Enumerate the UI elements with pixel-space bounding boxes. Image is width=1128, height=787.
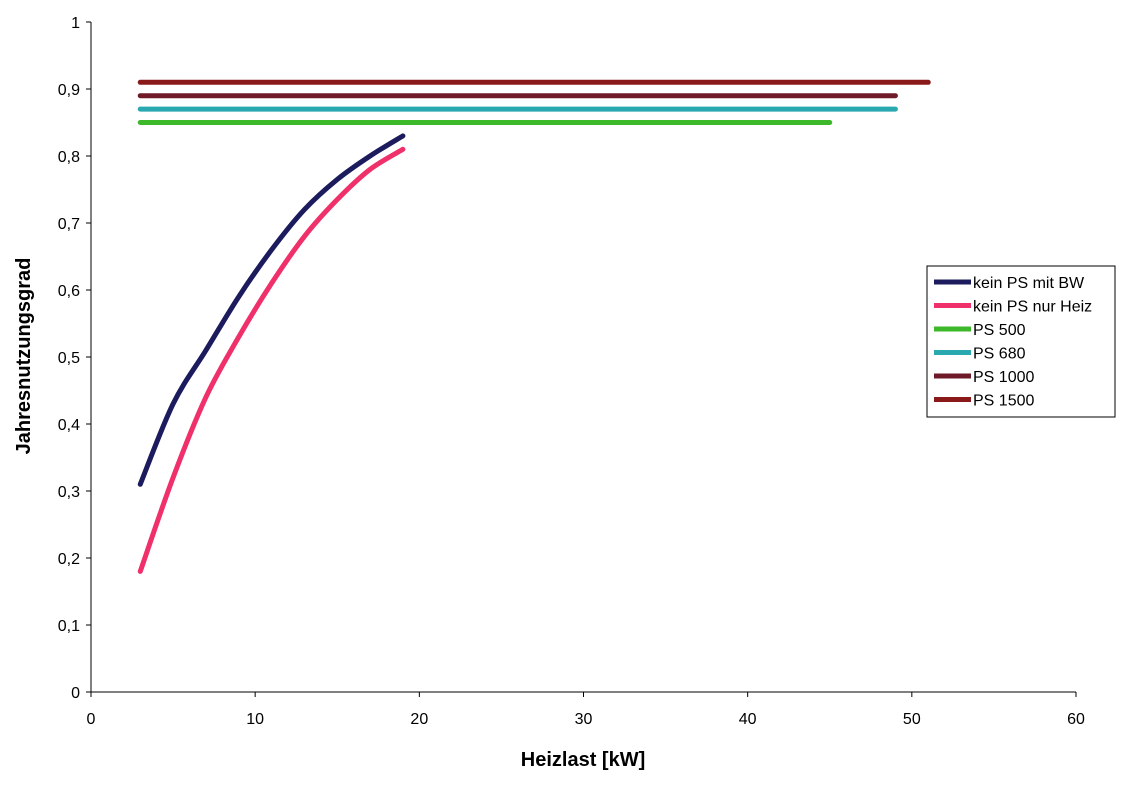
x-tick-label: 30 <box>575 711 593 728</box>
x-tick-label: 20 <box>410 711 428 728</box>
x-axis-title: Heizlast [kW] <box>521 749 645 771</box>
series-line-kein-ps-nur-heiz <box>137 146 406 574</box>
y-tick-label: 1 <box>71 15 80 32</box>
legend: kein PS mit BW kein PS nur Heiz PS 500 PS 6… <box>926 265 1116 418</box>
series-lines <box>137 79 931 574</box>
y-tick-label: 0,4 <box>58 417 80 434</box>
legend-label-kein-ps-mit-bw: kein PS mit BW <box>973 275 1085 292</box>
legend-box <box>926 265 1116 418</box>
y-tick-label: 0,7 <box>58 216 80 233</box>
x-tick-label: 50 <box>903 711 921 728</box>
legend-label-kein-ps-nur-heiz: kein PS nur Heiz <box>973 299 1092 316</box>
y-tick-label: 0,3 <box>58 484 80 501</box>
x-tick-label: 60 <box>1067 711 1085 728</box>
axes <box>86 21 1077 697</box>
y-tick-label: 0,2 <box>58 551 80 568</box>
x-tick-label: 0 <box>87 711 96 728</box>
y-axis-title: Jahresnutzungsgrad <box>13 258 35 455</box>
tick-labels: 00,10,20,30,40,50,60,70,80,910 10 20 30 40 50… <box>58 15 1085 728</box>
legend-label-ps-500: PS 500 <box>973 322 1026 339</box>
y-tick-label: 0,5 <box>58 350 80 367</box>
x-tick-label: 10 <box>246 711 264 728</box>
y-tick-label: 0,1 <box>58 618 80 635</box>
series-line-kein-ps-mit-bw <box>137 133 406 487</box>
legend-label-ps-680: PS 680 <box>973 346 1026 363</box>
y-tick-label: 0,8 <box>58 149 80 166</box>
y-tick-label: 0,9 <box>58 82 80 99</box>
x-tick-label: 40 <box>739 711 757 728</box>
legend-label-ps-1500: PS 1500 <box>973 393 1034 410</box>
y-tick-label: 0 <box>71 685 80 702</box>
legend-label-ps-1000: PS 1000 <box>973 369 1034 386</box>
y-tick-label: 0,6 <box>58 283 80 300</box>
